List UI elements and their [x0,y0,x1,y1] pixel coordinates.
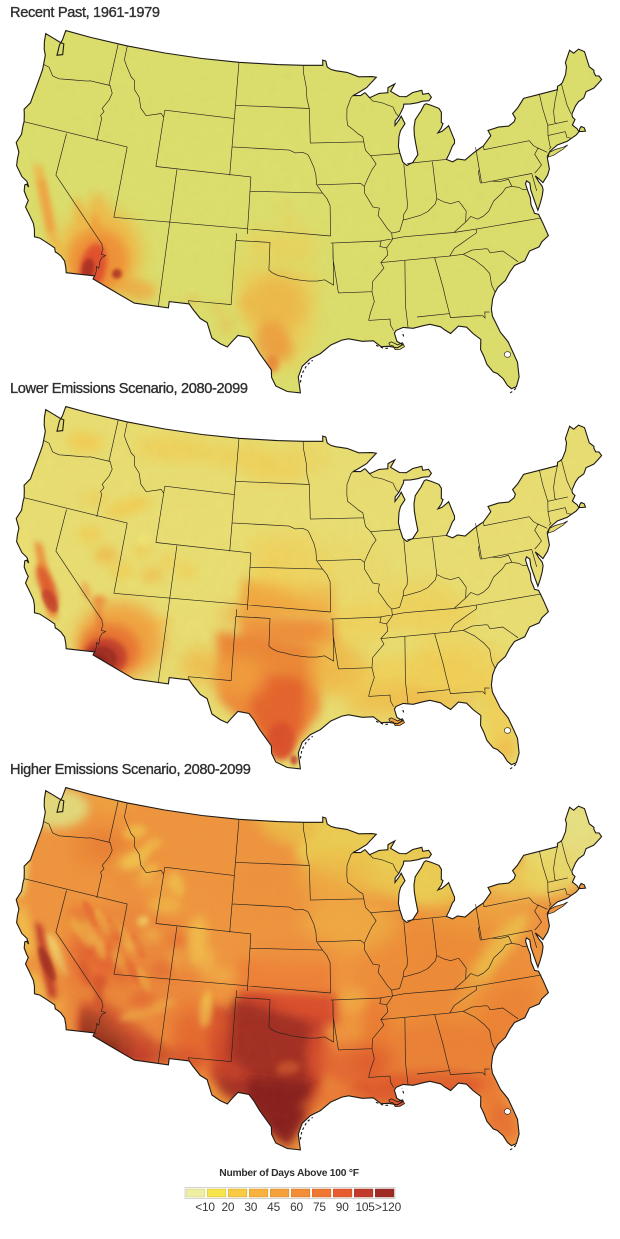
svg-text:30: 30 [244,1200,257,1214]
svg-text:>120: >120 [375,1200,402,1214]
svg-text:45: 45 [267,1200,280,1214]
svg-text:60: 60 [290,1200,303,1214]
svg-text:20: 20 [221,1200,234,1214]
svg-text:<10: <10 [195,1200,215,1214]
svg-text:Number of Days Above 100 °F: Number of Days Above 100 °F [219,1168,358,1179]
svg-text:105: 105 [355,1200,375,1214]
svg-text:90: 90 [336,1200,349,1214]
svg-text:75: 75 [313,1200,326,1214]
